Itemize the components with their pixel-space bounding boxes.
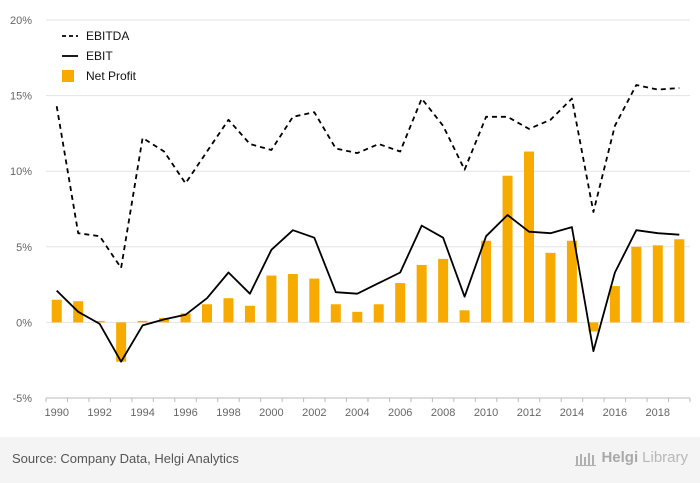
net-profit-bar [330, 304, 341, 323]
net-profit-bar [652, 245, 663, 323]
source-note: Source: Company Data, Helgi Analytics [12, 451, 239, 466]
x-tick-label: 2014 [560, 407, 584, 419]
net-profit-bar [309, 278, 320, 323]
net-profit-bar [674, 239, 685, 323]
legend-swatch [62, 70, 74, 82]
y-axis-tick-labels: -5% 0% 5% 10% 15% 20% [10, 15, 32, 405]
net-profit-bar [266, 275, 277, 323]
net-profit-bar [545, 252, 556, 323]
net-profit-bar [202, 304, 212, 323]
legend-label: EBITDA [86, 29, 129, 43]
y-tick-label: 20% [10, 15, 32, 27]
net-profit-bars [51, 151, 685, 362]
net-profit-bar [116, 322, 127, 362]
net-profit-bar [137, 320, 148, 323]
x-tick-label: 2008 [431, 407, 455, 419]
legend-label: EBIT [86, 49, 113, 63]
ebit-line [56, 214, 680, 363]
net-profit-bar [481, 240, 492, 323]
ebitda-line [55, 84, 680, 269]
net-profit-bar [223, 298, 234, 323]
net-profit-bar [416, 264, 427, 323]
net-profit-bar [502, 175, 513, 323]
x-tick-label: 2012 [517, 407, 541, 419]
net-profit-bar [180, 313, 191, 323]
x-tick-label: 2016 [603, 407, 627, 419]
x-tick-label: 2004 [345, 407, 369, 419]
x-tick-label: 2010 [474, 407, 498, 419]
x-tick-label: 2002 [302, 407, 326, 419]
net-profit-bar [373, 304, 384, 323]
y-tick-label: -5% [12, 393, 32, 405]
y-tick-label: 15% [10, 91, 32, 103]
net-profit-bar [352, 311, 363, 323]
y-tick-label: 0% [16, 317, 32, 329]
net-profit-bar [438, 258, 449, 323]
net-profit-bar [51, 299, 62, 323]
net-profit-bar [244, 305, 255, 323]
library-icon [575, 452, 597, 466]
y-tick-label: 5% [16, 242, 32, 254]
series-lines [55, 84, 680, 363]
x-tick-label: 1996 [173, 407, 197, 419]
x-tick-label: 1994 [130, 407, 154, 419]
x-tick-label: 2018 [646, 407, 670, 419]
net-profit-bar [94, 320, 105, 323]
footer: Source: Company Data, Helgi Analytics He… [0, 437, 700, 483]
brand-logo: Helgi Library [575, 449, 688, 466]
chart: -5% 0% 5% 10% 15% 20% 1990 1992 1994 1996 1998 200… [10, 15, 691, 419]
net-profit-bar [287, 274, 298, 323]
legend: EBITDA EBIT Net Profit [62, 29, 137, 83]
x-tick-label: 2000 [259, 407, 283, 419]
x-tick-label: 1998 [216, 407, 240, 419]
gridlines [46, 19, 690, 399]
net-profit-bar [609, 286, 620, 323]
net-profit-bar [524, 151, 534, 323]
net-profit-bar [566, 240, 577, 323]
legend-label: Net Profit [86, 69, 137, 83]
net-profit-bar [588, 322, 599, 332]
net-profit-bar [395, 283, 406, 323]
net-profit-bar [459, 310, 470, 323]
y-tick-label: 10% [10, 166, 32, 178]
brand-name: Helgi [601, 449, 639, 466]
x-tick-label: 1992 [87, 407, 111, 419]
x-axis: 1990 1992 1994 1996 1998 2000 2002 2004 2006 2008… [44, 397, 691, 419]
x-tick-label: 2006 [388, 407, 412, 419]
brand-suffix: Library [642, 449, 688, 466]
x-tick-label: 1990 [44, 407, 68, 419]
net-profit-bar [631, 246, 642, 323]
